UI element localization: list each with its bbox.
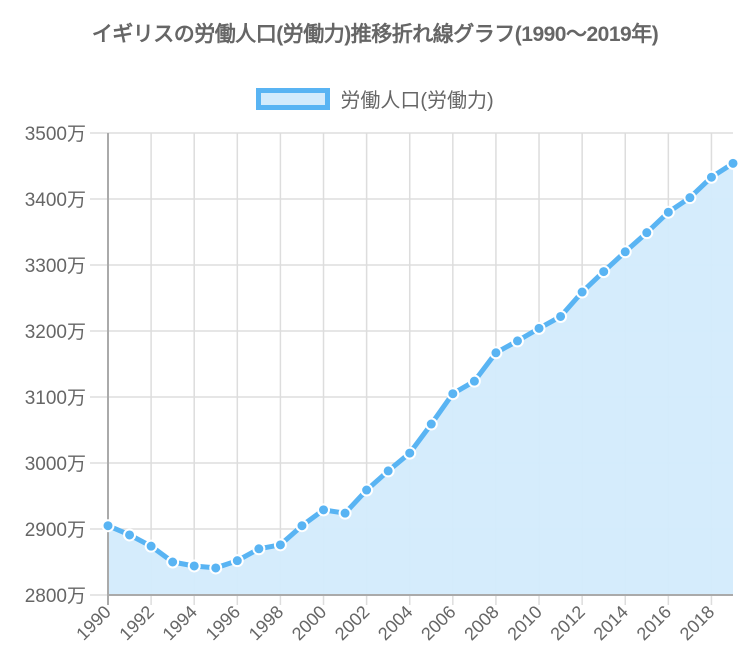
data-point[interactable] xyxy=(317,503,331,517)
data-point[interactable] xyxy=(123,528,137,542)
data-point[interactable] xyxy=(338,506,352,520)
data-point[interactable] xyxy=(446,387,460,401)
x-tick-label: 2012 xyxy=(547,602,589,644)
data-point[interactable] xyxy=(295,519,309,533)
data-point[interactable] xyxy=(144,539,158,553)
x-tick-label: 2018 xyxy=(676,602,718,644)
data-point[interactable] xyxy=(726,156,740,170)
y-axis-labels: 2800万 2900万 3000万 3100万 3200万 3300万 3400万 3500万 xyxy=(25,124,86,607)
y-tick-label: 3000万 xyxy=(25,454,86,475)
data-point[interactable] xyxy=(209,561,223,575)
x-tick-label: 1992 xyxy=(115,602,157,644)
y-tick-label: 3100万 xyxy=(25,388,86,409)
data-point[interactable] xyxy=(424,417,438,431)
data-point[interactable] xyxy=(381,464,395,478)
legend[interactable]: 労働人口(労働力) xyxy=(0,84,750,113)
y-tick-label: 2900万 xyxy=(25,520,86,541)
data-points xyxy=(101,156,740,575)
legend-label: 労働人口(労働力) xyxy=(340,90,494,112)
x-tick-label: 2000 xyxy=(288,602,330,644)
x-tick-label: 2008 xyxy=(460,602,502,644)
data-point[interactable] xyxy=(403,446,417,460)
chart-title: イギリスの労働人口(労働力)推移折れ線グラフ(1990〜2019年) xyxy=(91,23,659,46)
data-point[interactable] xyxy=(252,542,266,556)
data-point[interactable] xyxy=(489,346,503,360)
x-tick-label: 2016 xyxy=(633,602,675,644)
data-point[interactable] xyxy=(597,265,611,279)
data-point[interactable] xyxy=(166,555,180,569)
data-point[interactable] xyxy=(360,483,374,497)
x-tick-label: 1998 xyxy=(245,602,287,644)
data-point[interactable] xyxy=(510,334,524,348)
data-point[interactable] xyxy=(640,226,654,240)
data-point[interactable] xyxy=(704,170,718,184)
data-point[interactable] xyxy=(532,321,546,335)
x-tick-label: 2014 xyxy=(590,602,632,644)
x-tick-label: 2006 xyxy=(417,602,459,644)
data-point[interactable] xyxy=(467,374,481,388)
y-tick-label: 3500万 xyxy=(25,124,86,145)
y-tick-label: 2800万 xyxy=(25,586,86,607)
data-point[interactable] xyxy=(230,554,244,568)
x-tick-label: 1990 xyxy=(72,602,114,644)
x-tick-label: 2004 xyxy=(374,602,416,644)
data-point[interactable] xyxy=(187,559,201,573)
data-point[interactable] xyxy=(575,285,589,299)
data-point[interactable] xyxy=(618,245,632,259)
legend-swatch xyxy=(256,87,331,110)
y-tick-label: 3200万 xyxy=(25,322,86,343)
area-fill xyxy=(108,163,733,595)
data-point[interactable] xyxy=(101,519,115,533)
y-tick-label: 3400万 xyxy=(25,190,86,211)
data-point[interactable] xyxy=(683,191,697,205)
data-point[interactable] xyxy=(554,309,568,323)
x-tick-label: 2002 xyxy=(331,602,373,644)
x-tick-label: 1994 xyxy=(159,602,201,644)
x-tick-label: 1996 xyxy=(202,602,244,644)
data-point[interactable] xyxy=(661,205,675,219)
x-axis-labels: 1990 1992 1994 1996 1998 2000 2002 2004 2006 2008… xyxy=(72,602,718,644)
data-point[interactable] xyxy=(273,538,287,552)
y-tick-label: 3300万 xyxy=(25,256,86,277)
x-tick-label: 2010 xyxy=(503,602,545,644)
